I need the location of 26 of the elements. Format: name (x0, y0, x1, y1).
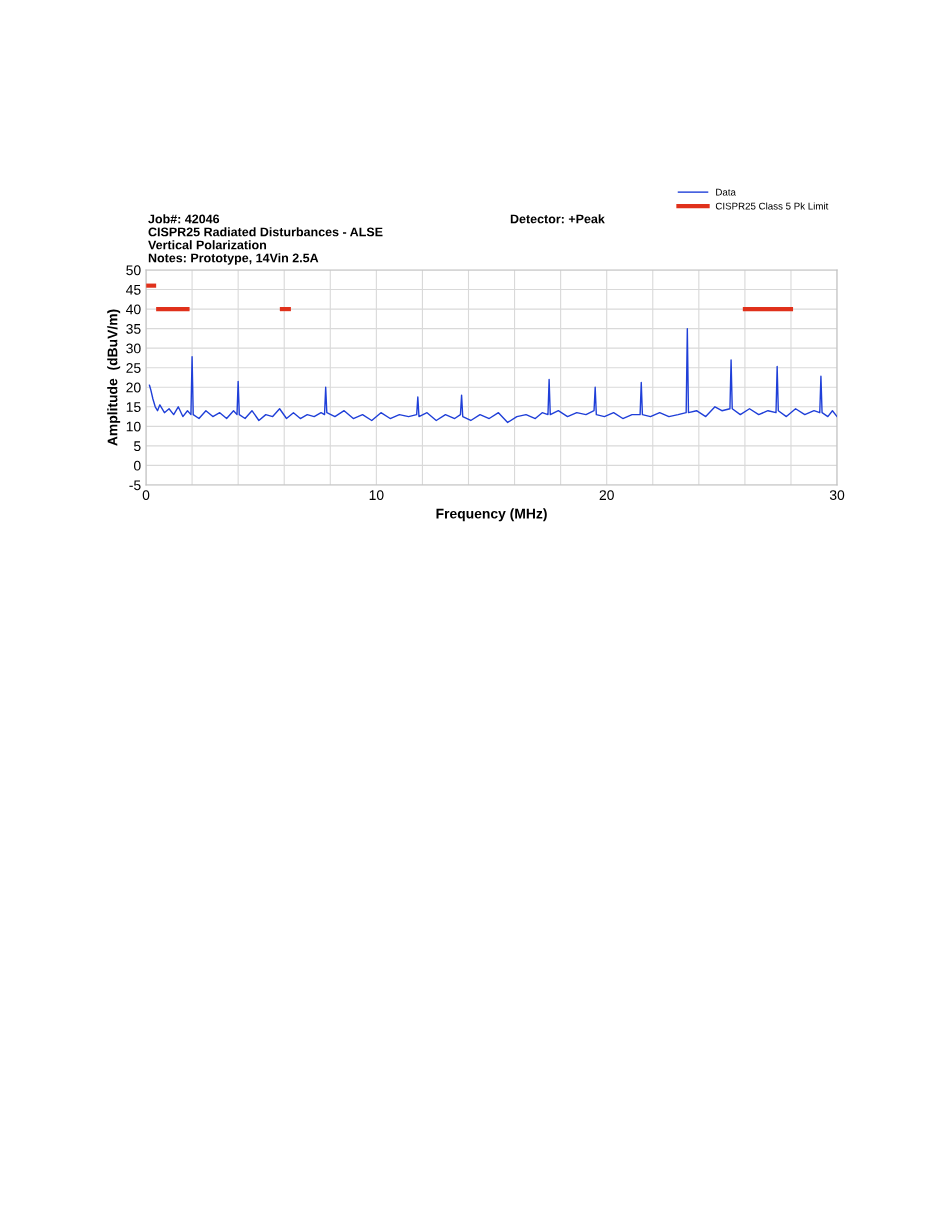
legend-label: Data (716, 188, 736, 196)
legend-label: CISPR25 Class 5 Pk Limit (715, 202, 829, 210)
y-tick-label: -5 (129, 480, 141, 491)
y-tick-label: 30 (126, 343, 141, 354)
x-axis-title: Frequency (MHz) (436, 508, 547, 522)
y-tick-label: 20 (126, 382, 141, 393)
x-tick-label: 30 (829, 490, 845, 501)
y-tick-label: 5 (133, 441, 141, 452)
y-tick-label: 10 (126, 421, 141, 432)
text: Vertical Polarization (148, 240, 267, 250)
text: Notes: Prototype, 14Vin 2.5A (148, 253, 319, 265)
y-tick-label: 35 (126, 323, 141, 334)
chart-title: Job#: 42046 (148, 214, 220, 224)
text: Detector: +Peak (510, 214, 605, 224)
y-tick-label: 15 (126, 402, 141, 412)
chart-subtitle: CISPR25 Radiated Disturbances - ALSE (148, 227, 383, 237)
y-tick-label: 50 (126, 265, 141, 276)
x-tick-label: 10 (369, 490, 384, 501)
y-tick-label: 25 (126, 363, 141, 373)
y-tick-label: 40 (126, 304, 141, 315)
y-axis-title: Amplitude (dBuV/m) (107, 309, 121, 446)
y-tick-label: 45 (126, 285, 141, 295)
line-series (148, 327, 838, 424)
y-tick-label: 0 (133, 460, 141, 471)
x-tick-label: 0 (142, 490, 150, 501)
x-tick-label: 20 (599, 490, 614, 501)
